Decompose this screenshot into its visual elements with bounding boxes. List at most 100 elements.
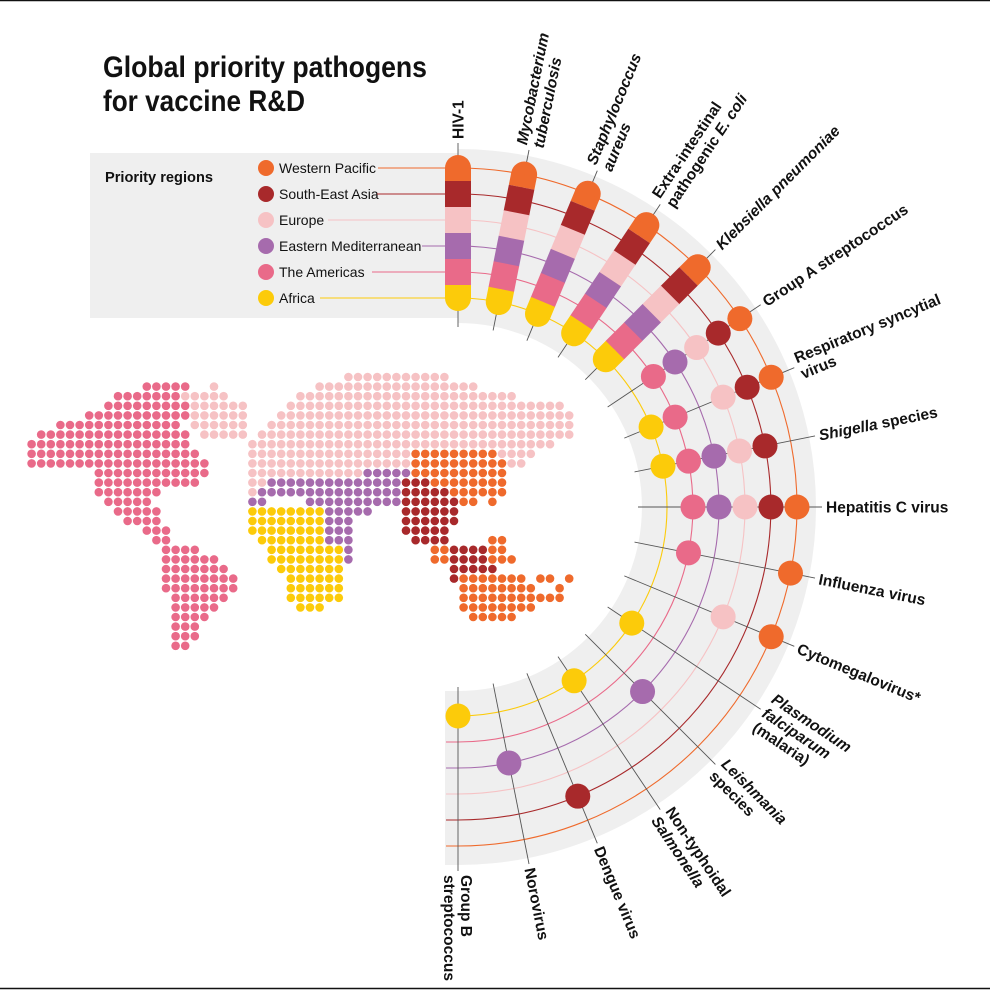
map-dot-western-pacific bbox=[497, 603, 507, 612]
map-dot-the-americas bbox=[142, 478, 152, 487]
map-dot-the-americas bbox=[123, 430, 132, 439]
map-dot-the-americas bbox=[94, 468, 104, 478]
map-dot-south-east-asia bbox=[411, 535, 420, 545]
map-dot-the-americas bbox=[152, 468, 161, 478]
label-line: streptococcus bbox=[440, 875, 457, 981]
map-dot-western-pacific bbox=[449, 459, 459, 468]
bar-segment-africa bbox=[486, 286, 515, 305]
map-dot-eastern-mediterranean bbox=[353, 478, 363, 487]
map-dot-africa bbox=[296, 545, 305, 555]
map-dot-the-americas bbox=[94, 478, 104, 487]
map-dot-the-americas bbox=[161, 430, 171, 439]
map-dot-africa bbox=[334, 574, 344, 583]
map-dot-europe bbox=[267, 439, 276, 449]
map-dot-the-americas bbox=[161, 535, 171, 545]
map-dot-the-americas bbox=[171, 382, 180, 391]
map-dot-europe bbox=[564, 420, 574, 430]
map-dot-the-americas bbox=[200, 612, 209, 622]
map-dot-eastern-mediterranean bbox=[334, 535, 344, 545]
pathogen-non-typhoidal-salmonella bbox=[561, 668, 587, 694]
map-dot-the-americas bbox=[142, 459, 152, 468]
map-dot-africa bbox=[324, 555, 334, 564]
map-dot-europe bbox=[430, 420, 440, 430]
pathogen-dengue-virus bbox=[565, 783, 591, 809]
map-dot-eastern-mediterranean bbox=[334, 507, 344, 516]
map-dot-africa bbox=[286, 545, 296, 555]
legend-label: South-East Asia bbox=[279, 186, 379, 202]
map-dot-africa bbox=[267, 507, 276, 516]
map-dot-the-americas bbox=[219, 564, 228, 574]
map-dot-the-americas bbox=[132, 420, 142, 430]
map-dot-europe bbox=[276, 439, 286, 449]
map-dot-africa bbox=[276, 555, 286, 564]
map-dot-the-americas bbox=[190, 583, 200, 593]
map-dot-eastern-mediterranean bbox=[382, 468, 392, 478]
map-dot-western-pacific bbox=[488, 497, 497, 507]
map-dot-the-americas bbox=[171, 603, 180, 612]
map-dot-eastern-mediterranean bbox=[334, 478, 344, 487]
bar-segment-western-pacific bbox=[628, 217, 658, 244]
map-dot-south-east-asia bbox=[411, 516, 420, 526]
map-dot-africa bbox=[276, 535, 286, 545]
map-dot-the-americas bbox=[161, 564, 171, 574]
map-dot-europe bbox=[190, 411, 200, 420]
map-dot-western-pacific bbox=[478, 603, 488, 612]
map-dot-western-pacific bbox=[478, 593, 488, 603]
map-dot-europe bbox=[344, 449, 353, 459]
map-dot-europe bbox=[420, 439, 430, 449]
map-dot-europe bbox=[219, 391, 228, 401]
map-dot-europe bbox=[555, 430, 564, 439]
map-dot-africa bbox=[305, 526, 315, 535]
map-dot-europe bbox=[392, 439, 401, 449]
map-dot-the-americas bbox=[228, 574, 238, 583]
map-dot-europe bbox=[382, 449, 392, 459]
map-dot-europe bbox=[392, 459, 401, 468]
map-dot-western-pacific bbox=[430, 449, 440, 459]
map-dot-western-pacific bbox=[459, 497, 468, 507]
map-dot-the-americas bbox=[219, 583, 228, 593]
map-dot-africa bbox=[296, 555, 305, 564]
map-dot-the-americas bbox=[123, 401, 132, 411]
map-dot-the-americas bbox=[171, 420, 180, 430]
label-line: Hepatitis C virus bbox=[826, 500, 948, 517]
map-dot-europe bbox=[382, 411, 392, 420]
map-dot-eastern-mediterranean bbox=[363, 478, 372, 487]
bar-segment-eastern-mediterranean bbox=[540, 248, 575, 284]
map-dot-europe bbox=[353, 439, 363, 449]
map-dot-western-pacific bbox=[459, 603, 468, 612]
map-dot-the-americas bbox=[123, 420, 132, 430]
map-dot-the-americas bbox=[27, 459, 36, 468]
map-dot-europe bbox=[248, 459, 257, 468]
map-dot-the-americas bbox=[142, 420, 152, 430]
map-dot-the-americas bbox=[161, 468, 171, 478]
map-dot-eastern-mediterranean bbox=[344, 478, 353, 487]
map-dot-europe bbox=[296, 459, 305, 468]
legend-swatch bbox=[258, 186, 274, 202]
map-dot-south-east-asia bbox=[430, 516, 440, 526]
map-dot-europe bbox=[507, 439, 516, 449]
map-dot-the-americas bbox=[200, 555, 209, 564]
map-dot-europe bbox=[545, 439, 555, 449]
map-dot-south-east-asia bbox=[440, 535, 449, 545]
map-dot-the-americas bbox=[171, 468, 180, 478]
map-dot-europe bbox=[276, 420, 286, 430]
map-dot-europe bbox=[449, 430, 459, 439]
map-dot-south-east-asia bbox=[478, 545, 488, 555]
map-dot-africa bbox=[305, 545, 315, 555]
map-dot-the-americas bbox=[209, 564, 219, 574]
map-dot-europe bbox=[411, 420, 420, 430]
map-dot-the-americas bbox=[200, 574, 209, 583]
map-dot-western-pacific bbox=[516, 583, 526, 593]
map-dot-africa bbox=[296, 526, 305, 535]
map-dot-europe bbox=[209, 391, 219, 401]
map-dot-the-americas bbox=[132, 449, 142, 459]
map-dot-the-americas bbox=[180, 459, 190, 468]
legend-panel bbox=[90, 153, 458, 318]
map-dot-south-east-asia bbox=[411, 507, 420, 516]
map-dot-western-pacific bbox=[488, 478, 497, 487]
bar-segment-south-east-asia bbox=[613, 228, 650, 266]
map-dot-western-pacific bbox=[440, 449, 449, 459]
map-dot-europe bbox=[401, 420, 411, 430]
map-dot-the-americas bbox=[36, 459, 46, 468]
